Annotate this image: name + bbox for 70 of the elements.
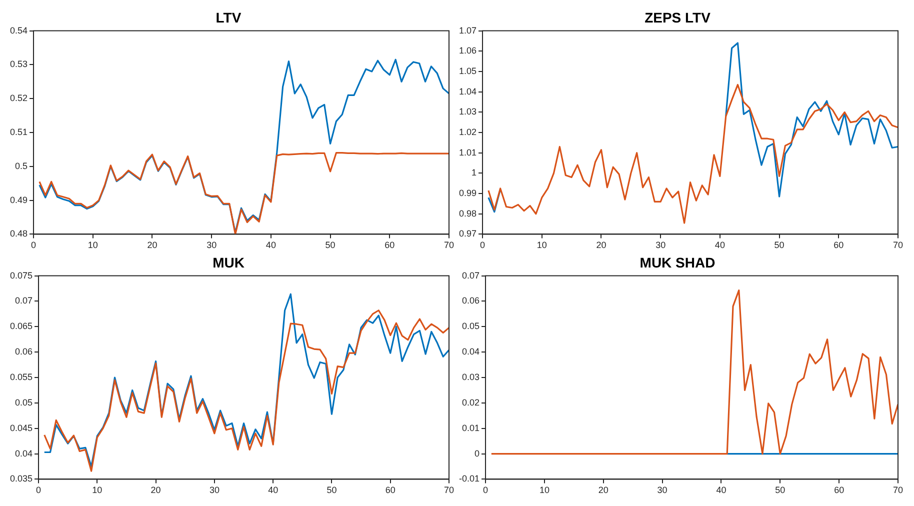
y-tick-label: 0.07 [14,296,33,306]
y-tick-label: 0.05 [462,321,480,332]
y-tick-label: 0.48 [10,228,28,239]
y-tick-label: 0.54 [10,25,28,36]
y-tick-label: 0.53 [10,59,28,70]
y-tick-label: 0.06 [14,346,33,357]
y-tick-label: -0.01 [459,474,480,484]
y-tick-label: 0.04 [462,346,480,357]
y-tick-label: 0 [474,448,480,458]
y-tick-label: 0.03 [462,372,480,382]
x-tick-label: 50 [775,485,786,496]
y-tick-label: 1 [472,168,477,178]
x-tick-label: 0 [483,485,488,496]
y-tick-label: 0.045 [10,422,33,433]
x-tick-label: 40 [716,485,726,496]
x-tick-label: 0 [36,485,42,496]
x-tick-label: 70 [444,240,454,250]
x-tick-label: 70 [892,485,904,496]
y-tick-label: 0.99 [458,188,477,198]
x-tick-label: 60 [834,485,844,496]
y-tick-label: 1.03 [458,106,477,117]
x-tick-label: 30 [209,485,220,496]
x-tick-label: 30 [206,240,217,250]
y-tick-label: 0.055 [10,372,33,382]
x-tick-label: 20 [598,485,608,496]
y-tick-label: 0.5 [15,160,28,171]
x-tick-label: 40 [268,485,278,496]
x-tick-label: 50 [774,240,784,250]
x-tick-label: 30 [656,240,666,250]
y-tick-label: 1.02 [458,126,477,137]
chart-title: LTV [216,9,242,26]
x-tick-label: 70 [892,240,904,250]
x-tick-label: 30 [657,485,668,496]
x-tick-label: 20 [596,240,606,250]
y-tick-label: 1.05 [458,66,477,76]
y-tick-label: 1.04 [458,86,477,96]
y-tick-label: 0.97 [458,228,477,239]
x-tick-label: 20 [147,240,158,250]
y-tick-label: 0.02 [462,397,480,408]
y-tick-label: 0.06 [462,296,480,306]
y-tick-label: 0.51 [10,126,28,137]
x-tick-label: 70 [444,485,454,496]
chart-title: ZEPS LTV [644,9,712,26]
y-tick-label: 0.98 [458,208,477,218]
x-tick-label: 10 [88,240,98,250]
y-tick-label: 0.05 [14,397,33,408]
y-tick-label: 0.49 [10,194,28,205]
chart-title: MUK SHAD [640,254,716,270]
y-tick-label: 0.01 [462,422,480,433]
y-tick-label: 0.065 [10,321,33,332]
x-tick-label: 10 [539,485,550,496]
y-tick-label: 0.075 [10,270,33,280]
chart-title: MUK [212,254,244,270]
y-tick-label: 0.035 [10,474,33,484]
x-tick-label: 10 [92,485,102,496]
x-tick-label: 40 [714,240,725,250]
y-tick-label: 0.07 [462,270,480,280]
y-tick-label: 0.04 [14,448,33,458]
x-tick-label: 10 [536,240,547,250]
x-tick-label: 20 [150,485,161,496]
x-tick-label: 60 [385,485,396,496]
x-tick-label: 60 [834,240,844,250]
x-tick-label: 50 [326,485,337,496]
y-tick-label: 1.06 [458,46,477,56]
y-tick-label: 1.07 [458,25,477,36]
x-tick-label: 50 [325,240,336,250]
y-tick-label: 0.52 [10,93,28,104]
x-tick-label: 40 [266,240,276,250]
y-tick-label: 1.01 [458,147,477,158]
x-tick-label: 60 [384,240,395,250]
